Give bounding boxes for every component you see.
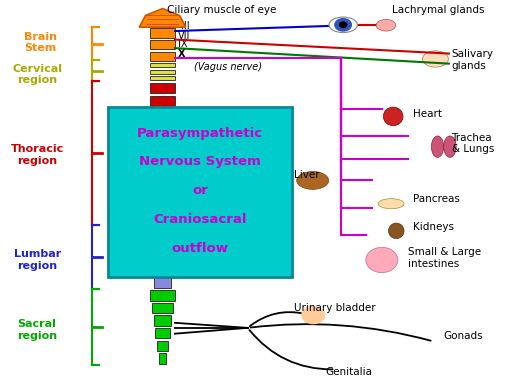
Bar xyxy=(150,28,175,38)
Text: (Vagus nerve): (Vagus nerve) xyxy=(194,62,262,72)
Bar xyxy=(154,277,171,288)
Text: Small & Large
intestines: Small & Large intestines xyxy=(408,247,481,269)
Bar xyxy=(150,96,175,106)
Ellipse shape xyxy=(389,223,404,239)
Text: Genitalia: Genitalia xyxy=(325,367,372,377)
Text: Salivary
glands: Salivary glands xyxy=(452,49,493,71)
Text: Trachea
& Lungs: Trachea & Lungs xyxy=(452,133,494,154)
Ellipse shape xyxy=(383,107,403,126)
Bar xyxy=(150,135,175,146)
Text: Kidneys: Kidneys xyxy=(413,222,454,232)
Bar xyxy=(150,290,175,300)
Bar xyxy=(150,200,175,211)
Text: Lumbar
region: Lumbar region xyxy=(13,249,61,271)
Text: outflow: outflow xyxy=(171,242,229,255)
Bar xyxy=(150,213,175,224)
Ellipse shape xyxy=(378,199,404,209)
Bar xyxy=(155,328,170,338)
Bar xyxy=(150,76,175,80)
Text: Thoracic
region: Thoracic region xyxy=(10,144,64,166)
Text: Sacral
region: Sacral region xyxy=(17,319,57,341)
Bar xyxy=(154,315,171,326)
Bar xyxy=(150,148,175,159)
Bar xyxy=(150,70,175,74)
Bar xyxy=(159,353,166,364)
Ellipse shape xyxy=(329,17,358,33)
Bar xyxy=(150,63,175,68)
Bar xyxy=(150,83,175,94)
Ellipse shape xyxy=(366,248,398,272)
Ellipse shape xyxy=(431,136,444,158)
Text: Liver: Liver xyxy=(294,170,320,180)
Text: Nervous System: Nervous System xyxy=(139,155,261,168)
Bar xyxy=(150,226,175,237)
Ellipse shape xyxy=(376,19,396,31)
Text: III: III xyxy=(181,21,189,31)
Circle shape xyxy=(340,22,347,28)
Text: Cervical
region: Cervical region xyxy=(12,64,62,85)
FancyBboxPatch shape xyxy=(108,107,292,277)
Bar xyxy=(150,40,175,49)
Text: Heart: Heart xyxy=(413,109,442,120)
Text: X: X xyxy=(178,49,186,59)
Bar xyxy=(152,252,173,262)
Ellipse shape xyxy=(444,136,456,158)
Circle shape xyxy=(335,19,351,31)
Bar xyxy=(150,52,175,61)
Circle shape xyxy=(302,307,325,324)
Ellipse shape xyxy=(423,51,448,67)
Bar xyxy=(150,174,175,185)
Bar xyxy=(150,161,175,171)
Bar xyxy=(153,265,172,275)
Bar xyxy=(150,122,175,133)
Bar xyxy=(150,187,175,198)
Text: Gonads: Gonads xyxy=(444,331,483,341)
Text: VII: VII xyxy=(178,31,190,41)
Text: Lachrymal glands: Lachrymal glands xyxy=(392,5,485,15)
Polygon shape xyxy=(139,9,186,27)
Bar xyxy=(157,341,168,351)
Ellipse shape xyxy=(297,171,329,189)
Bar xyxy=(150,109,175,120)
Text: Craniosacral: Craniosacral xyxy=(153,213,247,226)
Text: Pancreas: Pancreas xyxy=(413,194,460,204)
Text: IX: IX xyxy=(178,39,187,49)
Text: Urinary bladder: Urinary bladder xyxy=(294,303,376,314)
Bar xyxy=(152,303,173,313)
Bar xyxy=(151,239,174,249)
Text: Ciliary muscle of eye: Ciliary muscle of eye xyxy=(167,5,277,15)
Text: Parasympathetic: Parasympathetic xyxy=(137,126,263,140)
Text: or: or xyxy=(192,184,208,197)
Text: Brain
Stem: Brain Stem xyxy=(24,32,57,54)
